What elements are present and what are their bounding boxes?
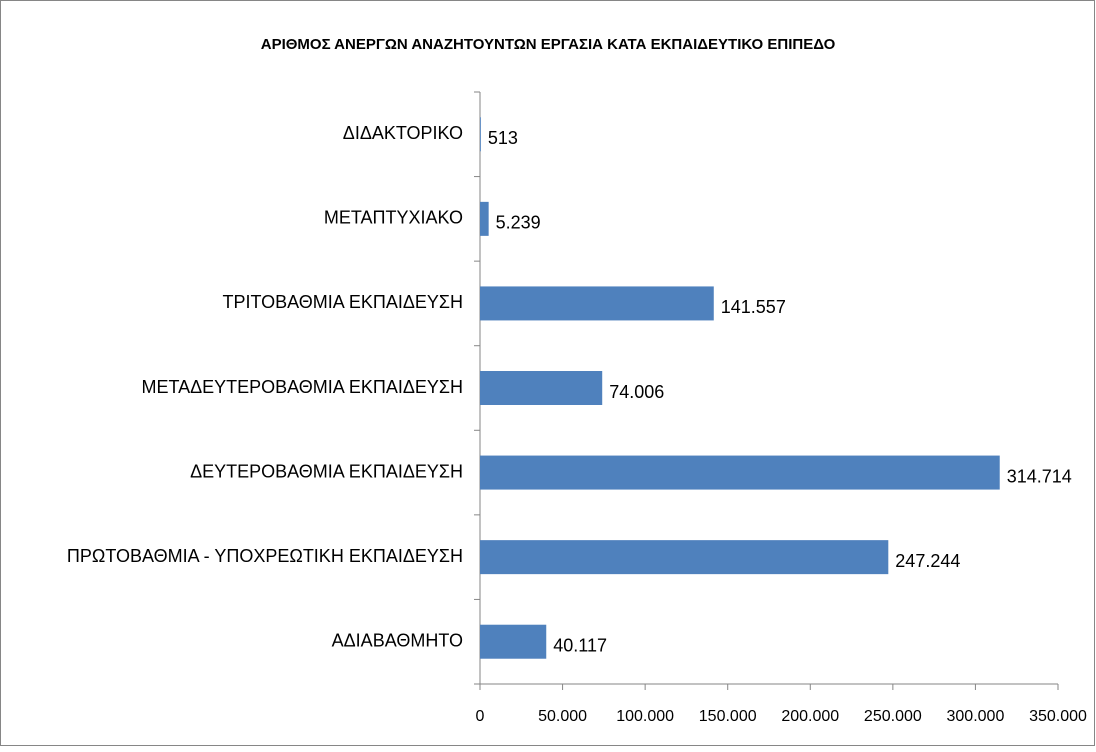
y-tick-label: ΤΡΙΤΟΒΑΘΜΙΑ ΕΚΠΑΙΔΕΥΣΗ bbox=[223, 292, 464, 312]
value-label: 314.714 bbox=[1007, 466, 1072, 486]
value-label: 5.239 bbox=[496, 213, 541, 233]
x-tick-label: 150.000 bbox=[699, 708, 757, 725]
y-tick-label: ΔΙΔΑΚΤΟΡΙΚΟ bbox=[343, 123, 463, 143]
bar bbox=[480, 201, 489, 236]
y-tick-label: ΔΕΥΤΕΡΟΒΑΘΜΙΑ ΕΚΠΑΙΔΕΥΣΗ bbox=[190, 461, 463, 481]
x-tick-label: 200.000 bbox=[781, 708, 839, 725]
chart-title: ΑΡΙΘΜΟΣ ΑΝΕΡΓΩΝ ΑΝΑΖΗΤΟΥΝΤΩΝ ΕΡΓΑΣΙΑ ΚΑΤ… bbox=[261, 36, 836, 53]
y-tick-label: ΜΕΤΑΔΕΥΤΕΡΟΒΑΘΜΙΑ ΕΚΠΑΙΔΕΥΣΗ bbox=[141, 377, 463, 397]
x-tick-label: 100.000 bbox=[616, 708, 674, 725]
bar bbox=[480, 540, 889, 575]
x-tick-label: 0 bbox=[476, 708, 485, 725]
y-tick-label: ΜΕΤΑΠΤΥΧΙΑΚΟ bbox=[324, 208, 463, 228]
value-label: 141.557 bbox=[721, 297, 786, 317]
bar bbox=[480, 455, 1000, 490]
value-label: 40.117 bbox=[553, 635, 607, 655]
value-label: 74.006 bbox=[609, 382, 664, 402]
x-tick-label: 350.000 bbox=[1029, 708, 1087, 725]
value-label: 513 bbox=[488, 128, 518, 148]
bar bbox=[480, 624, 547, 659]
x-tick-label: 50.000 bbox=[538, 708, 587, 725]
x-tick-label: 300.000 bbox=[947, 708, 1005, 725]
bar bbox=[480, 117, 481, 152]
y-tick-label: ΠΡΩΤΟΒΑΘΜΙΑ - ΥΠΟΧΡΕΩΤΙΚΗ ΕΚΠΑΙΔΕΥΣΗ bbox=[67, 546, 463, 566]
value-label: 247.244 bbox=[895, 551, 960, 571]
y-tick-label: ΑΔΙΑΒΑΘΜΗΤΟ bbox=[332, 630, 463, 650]
x-tick-label: 250.000 bbox=[864, 708, 922, 725]
bar bbox=[480, 286, 714, 321]
bar bbox=[480, 371, 603, 405]
